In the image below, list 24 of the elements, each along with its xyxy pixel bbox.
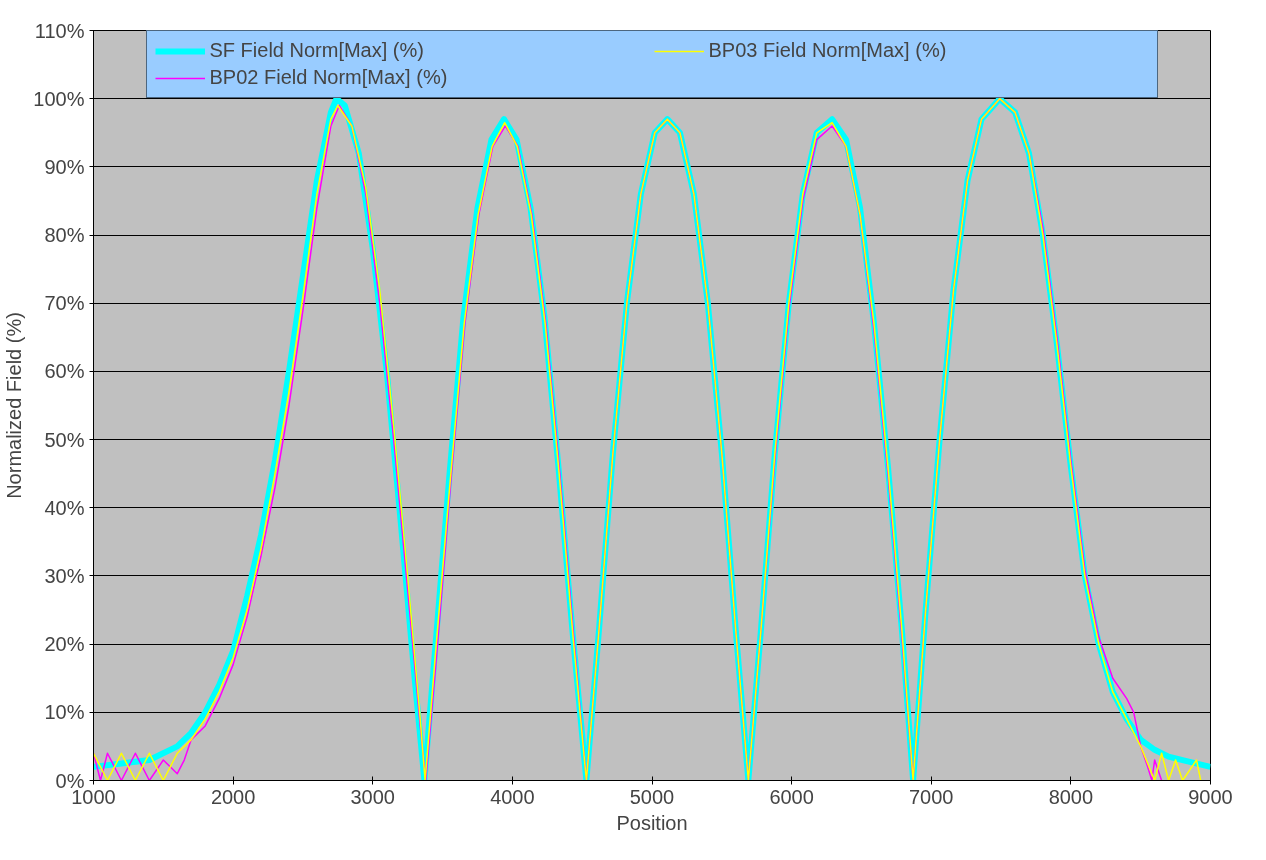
x-tick-label: 4000 <box>490 785 535 808</box>
x-axis-title: Position <box>616 811 688 834</box>
x-tick-label: 5000 <box>629 785 675 808</box>
y-tick-label: 30% <box>44 564 85 587</box>
y-tick-label: 50% <box>44 428 85 451</box>
x-tick-label: 9000 <box>1188 785 1233 808</box>
y-tick-label: 60% <box>44 360 85 383</box>
legend-label: SF Field Norm[Max] (%) <box>209 39 425 62</box>
legend-label: BP03 Field Norm[Max] (%) <box>708 39 948 62</box>
y-tick-label: 80% <box>44 224 85 247</box>
x-tick-label: 3000 <box>350 785 395 808</box>
x-tick-label: 8000 <box>1048 785 1094 808</box>
y-tick-label: 110% <box>34 19 85 42</box>
y-axis-title: Normalized Field (%) <box>3 312 26 499</box>
x-tick-label: 7000 <box>909 785 954 808</box>
x-tick-label: 6000 <box>769 785 814 808</box>
y-tick-label: 70% <box>44 292 85 315</box>
y-tick-label: 10% <box>44 701 85 724</box>
y-tick-label: 20% <box>44 633 85 656</box>
y-tick-label: 100% <box>33 87 85 110</box>
x-tick-label: 2000 <box>210 785 256 808</box>
legend-label: BP02 Field Norm[Max] (%) <box>209 66 449 89</box>
y-tick-label: 90% <box>44 155 85 178</box>
y-tick-label: 40% <box>44 496 85 519</box>
